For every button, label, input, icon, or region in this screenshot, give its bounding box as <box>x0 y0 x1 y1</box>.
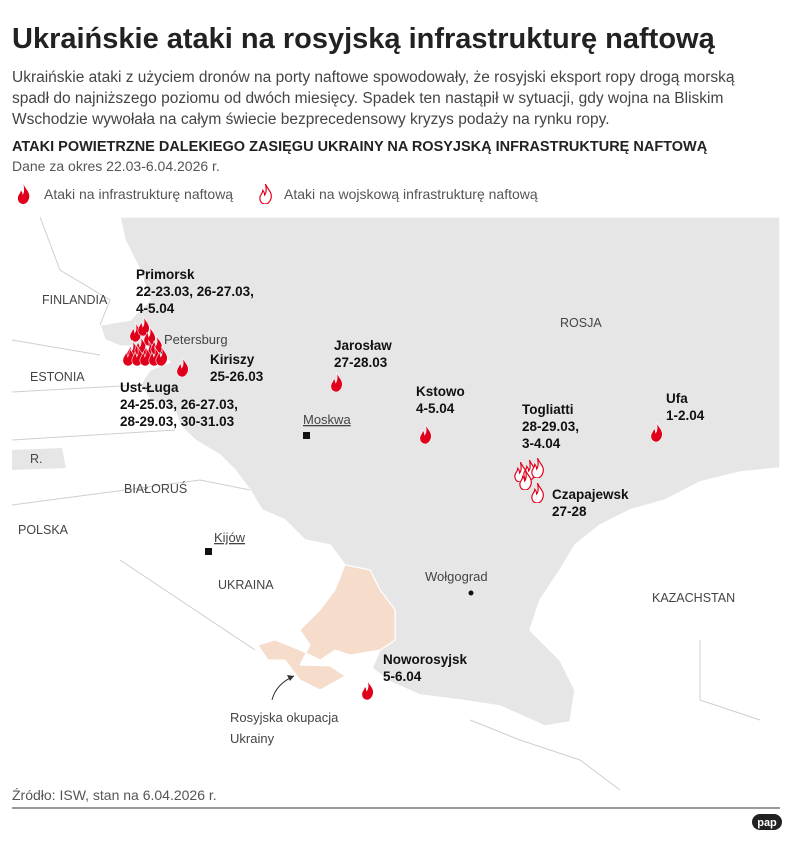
attack-dates: 3-4.04 <box>522 436 561 451</box>
attack-name: Ufa <box>666 391 688 406</box>
attack-name: Kstowo <box>416 384 465 399</box>
legend-label: Ataki na infrastrukturę naftową <box>44 186 233 202</box>
country-label: ESTONIA <box>30 370 85 384</box>
place-labels: FINLANDIA ESTONIA R. BIAŁORUŚ POLSKA UKR… <box>18 293 735 746</box>
attack-dates: 25-26.03 <box>210 369 264 384</box>
subtitle-line: Ukraińskie ataki z użyciem dronów na por… <box>12 69 735 86</box>
country-label: UKRAINA <box>218 578 274 592</box>
attack-labels: Primorsk 22-23.03, 26-27.03, 4-5.04 Kiriszy… <box>120 267 705 684</box>
city-dot <box>468 590 474 596</box>
map <box>11 216 781 791</box>
attack-dates: 4-5.04 <box>136 301 175 316</box>
attack-dates: 27-28.03 <box>334 355 388 370</box>
subtitle-line: spadł do najniższego poziomu od dwóch mi… <box>12 90 723 107</box>
occupied-area <box>257 564 396 691</box>
map-period: Dane za okres 22.03-6.04.2026 r. <box>12 158 220 174</box>
attack-name: Primorsk <box>136 267 195 282</box>
occupation-label: Ukrainy <box>230 731 275 746</box>
attack-dates: 28-29.03, <box>522 419 579 434</box>
attack-name: Jarosław <box>334 338 392 353</box>
arrow-head <box>287 675 294 681</box>
logo: pap <box>757 817 777 829</box>
border <box>11 216 761 791</box>
kaliningrad <box>12 448 66 470</box>
logo-badge <box>752 814 782 830</box>
attack-name: Togliatti <box>522 402 574 417</box>
title: Ukraińskie ataki na rosyjską infrastrukt… <box>12 23 716 55</box>
country-label: KAZACHSTAN <box>652 591 735 605</box>
attack-dates: 28-29.03, 30-31.03 <box>120 414 235 429</box>
attack-name: Ust-Ługa <box>120 380 179 395</box>
attack-dates: 1-2.04 <box>666 408 705 423</box>
attack-dates: 24-25.03, 26-27.03, <box>120 397 238 412</box>
map-title: ATAKI POWIETRZNE DALEKIEGO ZASIĘGU UKRAI… <box>12 139 708 155</box>
capital-marker <box>205 548 212 555</box>
city-label: Petersburg <box>164 332 228 347</box>
legend-label: Ataki na wojskową infrastrukturę naftową <box>284 186 538 202</box>
subtitle-line: Wschodzie wywołała na całym świecie bezp… <box>12 111 610 128</box>
country-label: ROSJA <box>560 316 602 330</box>
country-label: FINLANDIA <box>42 293 108 307</box>
legend: Ataki na infrastrukturę naftową Ataki na… <box>17 184 538 204</box>
attack-dates: 22-23.03, 26-27.03, <box>136 284 254 299</box>
attack-name: Noworosyjsk <box>383 652 468 667</box>
source: Źródło: ISW, stan na 6.04.2026 r. <box>12 787 217 803</box>
capital-marker <box>303 432 310 439</box>
attack-dates: 4-5.04 <box>416 401 455 416</box>
country-label: POLSKA <box>18 523 69 537</box>
country-label: BIAŁORUŚ <box>124 481 187 496</box>
city-label: Kijów <box>214 530 246 545</box>
attack-dates: 5-6.04 <box>383 669 422 684</box>
attack-name: Czapajewsk <box>552 487 629 502</box>
attack-dates: 27-28 <box>552 504 587 519</box>
attack-name: Kiriszy <box>210 352 255 367</box>
occupation-label: Rosyjska okupacja <box>230 710 339 725</box>
country-label: R. <box>30 452 43 466</box>
city-label: Moskwa <box>303 412 351 427</box>
city-label: Wołgograd <box>425 569 488 584</box>
